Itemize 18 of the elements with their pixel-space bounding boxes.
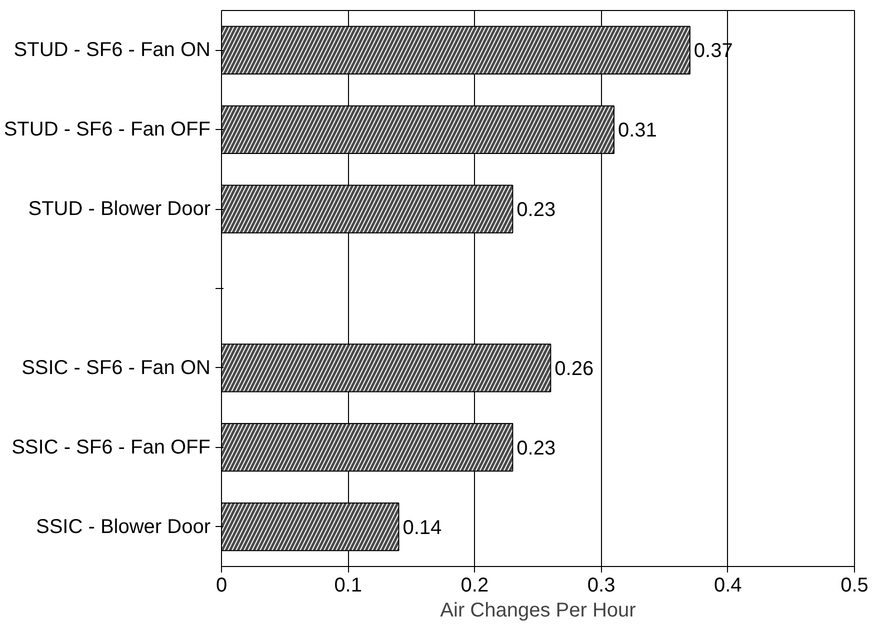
x-tick-label: 0.5 (840, 574, 868, 596)
y-tick-label: STUD - SF6 - Fan ON (14, 39, 211, 62)
x-tick-label: 0.4 (714, 574, 742, 596)
x-tick-label: 0 (216, 574, 228, 596)
data-label: 0.31 (618, 120, 657, 142)
data-label: 0.23 (516, 437, 556, 460)
data-label: 0.23 (516, 199, 556, 222)
data-label: 0.14 (402, 516, 442, 539)
y-tick-label: STUD - Blower Door (28, 198, 211, 220)
y-tick-label: SSIC - Blower Door (36, 516, 211, 538)
x-axis-title: Air Changes Per Hour (440, 600, 636, 622)
x-tick-label: 0.1 (334, 574, 362, 596)
x-tick-label: 0.2 (460, 574, 489, 596)
y-tick-label: SSIC - SF6 - Fan ON (22, 356, 211, 379)
x-tick-label: 0.3 (587, 574, 616, 596)
y-tick-label: SSIC - SF6 - Fan OFF (12, 436, 211, 458)
data-label: 0.26 (554, 358, 594, 380)
y-tick-label: STUD - SF6 - Fan OFF (4, 118, 211, 141)
